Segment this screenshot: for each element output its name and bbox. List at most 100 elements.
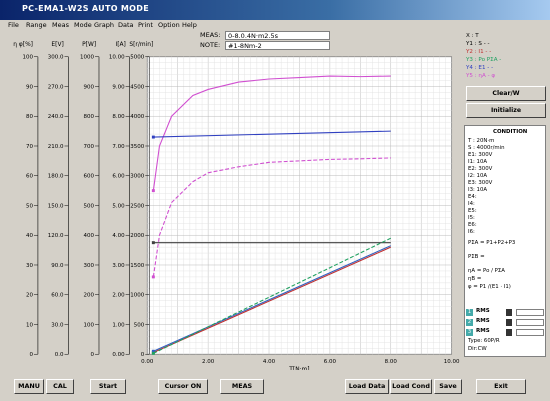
legend-y1: Y1 : S - - <box>466 41 490 47</box>
menu-file[interactable]: File <box>8 21 19 29</box>
eta-tick-label: 10 <box>26 322 33 328</box>
s-tick-label: 2500 <box>130 203 144 209</box>
formula: ηB = <box>468 276 482 282</box>
i-tick-label: 2.00 <box>112 293 125 299</box>
note-label: NOTE: <box>200 41 221 49</box>
e-tick-label: 270.0 <box>48 84 64 90</box>
save-button[interactable]: Save <box>434 379 462 394</box>
s-tick-label: 4000 <box>130 114 144 120</box>
formula: φ = P1 /(E1 · I1) <box>468 284 511 290</box>
p-tick-label: 200 <box>84 293 95 299</box>
e-tick-label: 0.0 <box>55 352 64 358</box>
cond-line: T : 20N·m <box>468 138 495 144</box>
rms-box <box>516 329 544 336</box>
formula: PΣB = <box>468 254 485 260</box>
meas-field[interactable]: 0-8.0.4N·m2.5s <box>225 31 330 40</box>
menu-print[interactable]: Print <box>138 21 153 29</box>
eta-tick-label: 60 <box>26 174 33 180</box>
exit-button[interactable]: Exit <box>476 379 526 394</box>
type-text: Type: 60P/R <box>468 338 500 344</box>
menu-range[interactable]: Range <box>26 21 47 29</box>
rms-num: 2 <box>466 319 473 326</box>
load-cond-button[interactable]: Load Cond <box>390 379 432 394</box>
menu-option[interactable]: Option <box>158 21 180 29</box>
note-field[interactable]: #1-8Nm-2 <box>225 41 330 50</box>
rms-switch[interactable] <box>506 309 512 316</box>
e-tick-label: 240.0 <box>48 114 64 120</box>
condition-panel: CONDITION T : 20N·m S : 4000r/min E1: 30… <box>464 125 546 357</box>
s-tick-label: 4500 <box>130 84 144 90</box>
cond-line: E3: 300V <box>468 180 493 186</box>
cond-line: I6: <box>468 229 475 235</box>
window-title: PC-EMA1-W2S AUTO MODE <box>22 4 149 13</box>
x-axis-title: T[N·m] <box>288 367 309 370</box>
rms-label: RMS <box>476 328 490 334</box>
series-line <box>152 75 391 191</box>
clear-button[interactable]: Clear/W <box>466 86 546 101</box>
menu-meas[interactable]: Meas <box>52 21 69 29</box>
dir-text: Dir:CW <box>468 346 487 352</box>
eta-tick-label: 50 <box>26 203 33 209</box>
s-tick-label: 500 <box>134 322 145 328</box>
series-line <box>153 130 391 138</box>
legend-y3: Y3 : Po PΣA - <box>466 57 502 63</box>
eta-tick-label: 40 <box>26 233 33 239</box>
series-marker <box>151 349 155 353</box>
initialize-button[interactable]: Initialize <box>466 103 546 118</box>
eta-tick-label: 80 <box>26 114 33 120</box>
series-line <box>153 246 391 353</box>
p-tick-label: 700 <box>84 144 95 150</box>
rms-switch[interactable] <box>506 319 512 326</box>
menu-mode[interactable]: Mode <box>74 21 92 29</box>
start-button[interactable]: Start <box>90 379 126 394</box>
cond-line: E6: <box>468 222 477 228</box>
menu-graph[interactable]: Graph <box>94 21 114 29</box>
e-tick-label: 90.0 <box>51 263 64 269</box>
i-tick-label: 0.00 <box>112 352 125 358</box>
series-line <box>153 237 392 354</box>
p-tick-label: 0 <box>91 352 95 358</box>
series-marker <box>151 135 155 139</box>
menu-data[interactable]: Data <box>118 21 134 29</box>
manu-button[interactable]: MANU <box>14 379 44 394</box>
meas-button[interactable]: MEAS <box>220 379 264 394</box>
e-tick-label: 120.0 <box>48 233 64 239</box>
axis-header: S[r/min] <box>129 42 153 48</box>
menu-help[interactable]: Help <box>182 21 197 29</box>
rms-box <box>516 319 544 326</box>
i-tick-label: 10.00 <box>109 55 125 61</box>
cond-line: E5: <box>468 208 477 214</box>
cursor-on-button[interactable]: Cursor ON <box>158 379 208 394</box>
axis-header: η φ[%] <box>13 42 33 48</box>
series-marker <box>151 351 155 355</box>
series-marker <box>151 189 155 193</box>
title-bar: PC-EMA1-W2S AUTO MODE <box>0 0 550 20</box>
p-tick-label: 300 <box>84 263 95 269</box>
cond-line: S : 4000r/min <box>468 145 505 151</box>
p-tick-label: 100 <box>84 322 95 328</box>
eta-tick-label: 90 <box>26 84 33 90</box>
s-tick-label: 3500 <box>130 144 144 150</box>
rms-switch[interactable] <box>506 329 512 336</box>
load-data-button[interactable]: Load Data <box>345 379 389 394</box>
eta-tick-label: 70 <box>26 144 33 150</box>
rms-num: 3 <box>466 329 473 336</box>
x-tick-label: 8.00 <box>385 359 398 365</box>
e-tick-label: 30.0 <box>51 322 64 328</box>
s-tick-label: 1000 <box>130 293 144 299</box>
i-tick-label: 8.00 <box>112 114 125 120</box>
cond-line: E1: 300V <box>468 152 493 158</box>
x-tick-label: 4.00 <box>263 359 276 365</box>
eta-tick-label: 0 <box>29 352 33 358</box>
series-marker <box>151 275 155 279</box>
cond-line: E2: 300V <box>468 166 493 172</box>
legend-y4: Y4 : E1 - - <box>466 65 494 71</box>
cal-button[interactable]: CAL <box>46 379 74 394</box>
cond-line: I1: 10A <box>468 159 488 165</box>
rms-label: RMS <box>476 318 490 324</box>
s-tick-label: 5000 <box>130 55 144 61</box>
bottom-toolbar: MANU CAL Start Cursor ON MEAS Load Data … <box>0 375 550 401</box>
p-tick-label: 500 <box>84 203 95 209</box>
p-tick-label: 1000 <box>80 55 94 61</box>
